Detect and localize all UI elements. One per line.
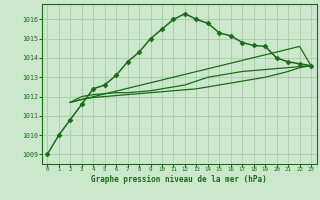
X-axis label: Graphe pression niveau de la mer (hPa): Graphe pression niveau de la mer (hPa) (91, 175, 267, 184)
